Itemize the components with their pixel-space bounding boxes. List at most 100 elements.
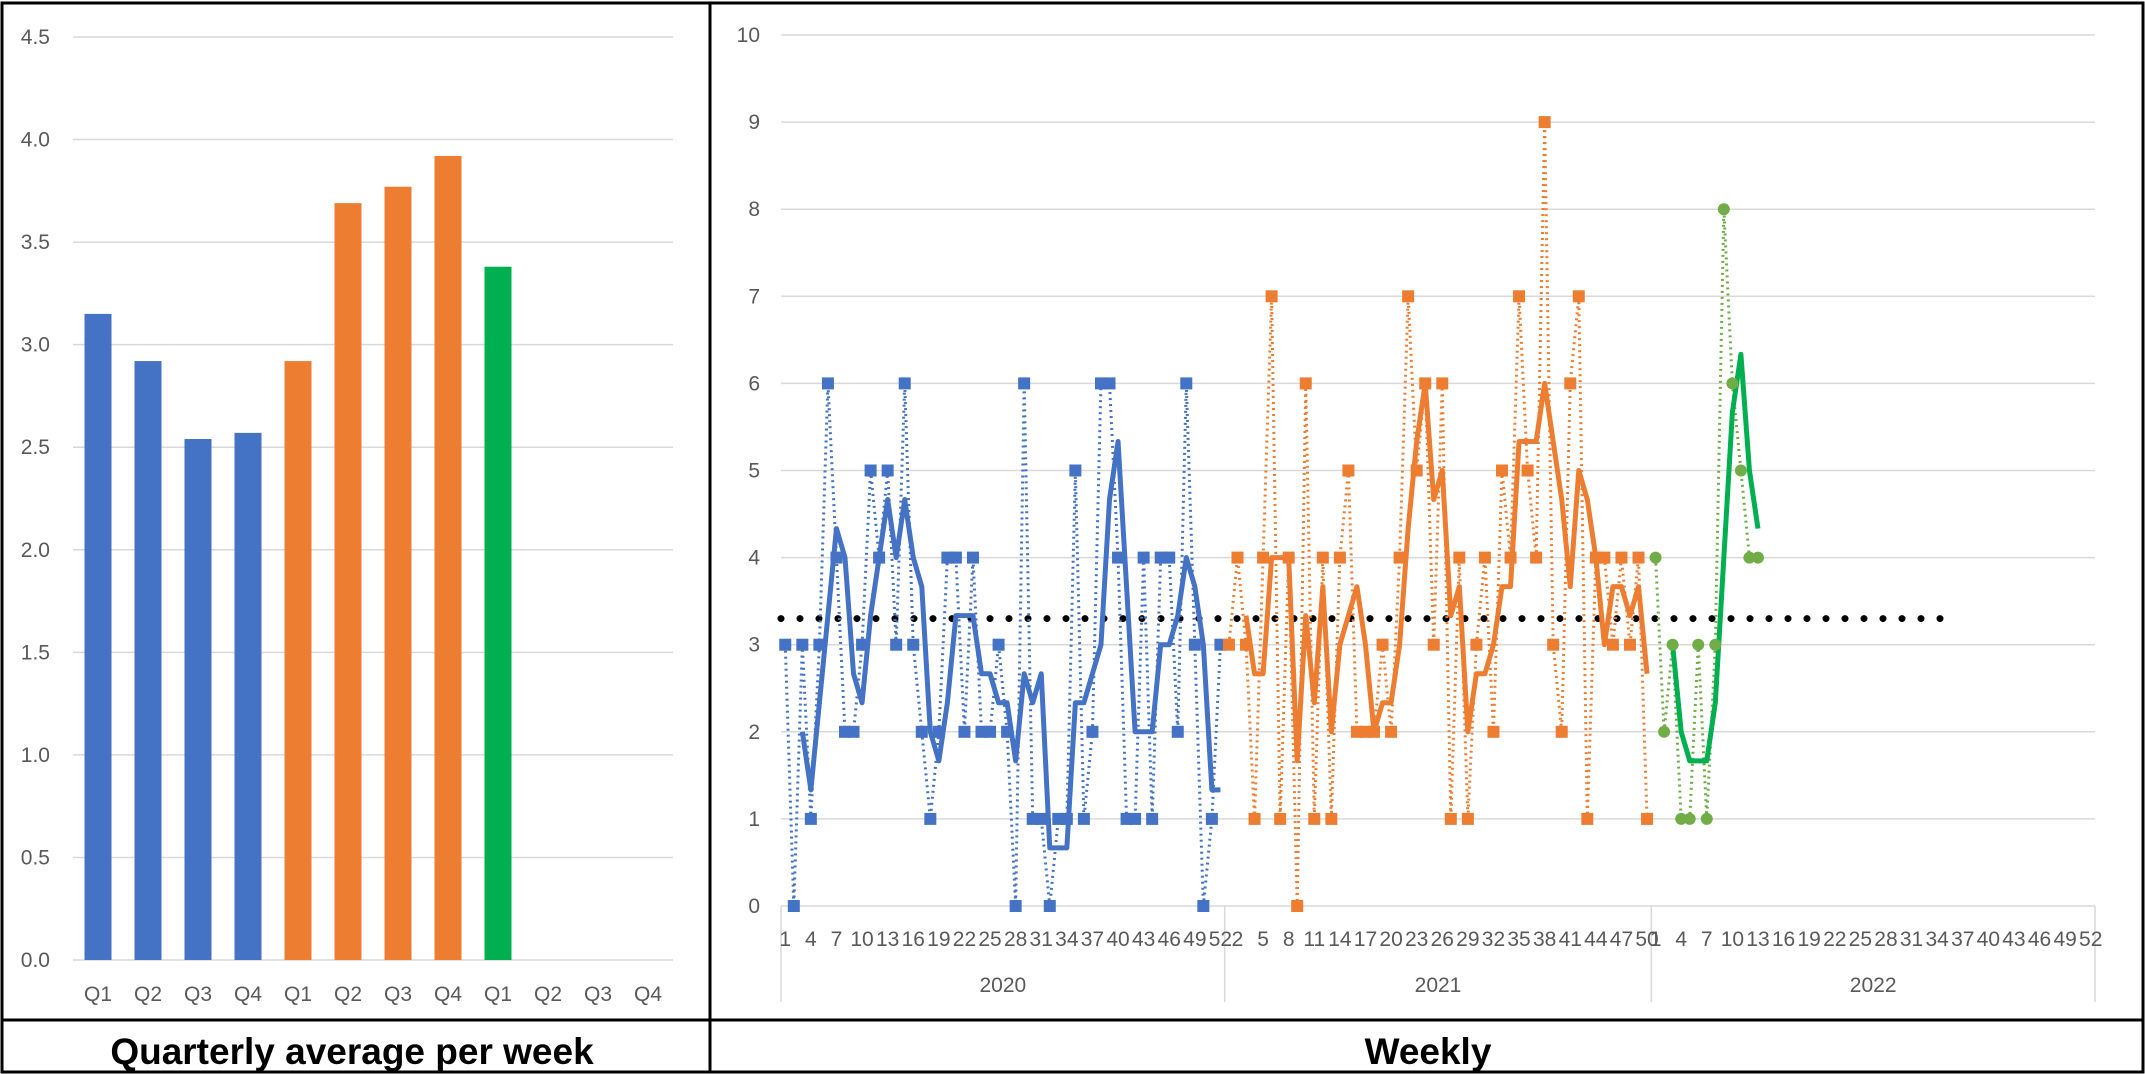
data-point xyxy=(1530,551,1543,564)
data-point xyxy=(1180,377,1193,390)
data-point xyxy=(1641,812,1654,825)
week-tick-label: 34 xyxy=(1925,928,1949,951)
data-point xyxy=(1615,551,1628,564)
bar xyxy=(84,313,112,960)
weekly-series-line xyxy=(1654,209,1758,821)
y-tick-label: 7 xyxy=(748,285,760,308)
y-tick-label: 2.0 xyxy=(21,539,50,562)
week-tick-label: 25 xyxy=(1849,928,1872,951)
y-tick-label: 4.5 xyxy=(21,26,50,49)
data-point xyxy=(1385,725,1398,738)
data-point xyxy=(1035,812,1048,825)
data-point xyxy=(1188,638,1201,651)
data-point xyxy=(1436,377,1449,390)
data-point xyxy=(1291,900,1304,912)
week-tick-label: 26 xyxy=(1431,928,1454,951)
data-point xyxy=(1393,551,1406,564)
data-point xyxy=(1683,812,1696,825)
data-point xyxy=(1461,812,1474,825)
data-point xyxy=(898,377,911,390)
x-tick-label: Q1 xyxy=(84,983,112,1006)
data-point xyxy=(1103,377,1116,390)
week-tick-label: 2 xyxy=(1232,928,1244,951)
data-point xyxy=(813,638,826,651)
week-tick-label: 19 xyxy=(927,928,950,951)
data-point xyxy=(1342,464,1355,477)
data-point xyxy=(1325,812,1338,825)
data-point xyxy=(821,377,834,390)
quarterly-bar-chart: 0.0 0.5 1.0 1.5 2.0 2.5 3.0 3.5 4.0 4.5 Q1 Q2 Q3 Q4 Q1… xyxy=(21,26,673,1006)
y-tick-label: 6 xyxy=(748,372,760,395)
data-point xyxy=(1146,812,1159,825)
week-tick-label: 14 xyxy=(1328,928,1352,951)
data-point xyxy=(992,638,1005,651)
data-point xyxy=(984,725,997,738)
bar xyxy=(434,155,462,960)
week-tick-label: 32 xyxy=(1482,928,1505,951)
week-tick-label: 10 xyxy=(1721,928,1744,951)
data-point xyxy=(1077,812,1090,825)
data-point xyxy=(915,725,928,738)
data-point xyxy=(1368,725,1381,738)
x-tick-label: Q3 xyxy=(184,983,212,1006)
y-tick-label: 10 xyxy=(737,24,760,47)
data-point xyxy=(830,551,843,564)
week-tick-label: 52 xyxy=(1209,928,1232,951)
data-point xyxy=(787,900,800,912)
week-tick-label: 5 xyxy=(1257,928,1269,951)
data-point xyxy=(1205,812,1218,825)
data-point xyxy=(847,725,860,738)
data-point xyxy=(1623,638,1636,651)
data-point xyxy=(1163,551,1176,564)
bar xyxy=(284,361,312,960)
data-point xyxy=(1009,900,1022,912)
data-point xyxy=(1231,551,1244,564)
weekly-series-line xyxy=(783,381,1222,907)
data-point xyxy=(1444,812,1457,825)
bar xyxy=(334,203,362,960)
data-point xyxy=(1692,638,1705,651)
data-point xyxy=(966,551,979,564)
week-tick-label: 44 xyxy=(1584,928,1608,951)
data-point xyxy=(1240,638,1253,651)
x-tick-label: Q3 xyxy=(384,983,412,1006)
y-tick-label: 0.5 xyxy=(21,846,50,869)
week-tick-label: 4 xyxy=(805,928,817,951)
data-point xyxy=(1001,725,1014,738)
week-tick-label: 31 xyxy=(1030,928,1053,951)
data-point xyxy=(856,638,869,651)
week-tick-label: 23 xyxy=(1405,928,1428,951)
x-tick-label: Q2 xyxy=(534,983,562,1006)
week-tick-label: 8 xyxy=(1283,928,1295,951)
y-tick-label: 1.5 xyxy=(21,641,50,664)
week-tick-label: 13 xyxy=(1746,928,1769,951)
data-point xyxy=(1427,638,1440,651)
week-tick-label: 35 xyxy=(1507,928,1530,951)
year-label: 2020 xyxy=(979,974,1026,997)
y-tick-label: 1.0 xyxy=(21,744,50,767)
data-point xyxy=(1043,900,1056,912)
bar xyxy=(234,432,262,960)
week-tick-label: 1 xyxy=(1650,928,1662,951)
y-tick-label: 9 xyxy=(748,111,760,134)
week-tick-label: 16 xyxy=(902,928,925,951)
week-tick-label: 43 xyxy=(1132,928,1155,951)
x-tick-label: Q2 xyxy=(334,983,362,1006)
data-point xyxy=(1538,116,1551,129)
data-point xyxy=(1555,725,1568,738)
y-tick-label: 8 xyxy=(748,198,760,221)
data-point xyxy=(1632,551,1645,564)
bar xyxy=(384,186,412,961)
data-point xyxy=(1402,290,1415,303)
y-tick-label: 4.0 xyxy=(21,129,50,152)
x-tick-label: Q4 xyxy=(634,983,662,1006)
data-point xyxy=(1751,551,1764,564)
y-tick-label: 3.5 xyxy=(21,231,50,254)
data-point xyxy=(1564,377,1577,390)
week-tick-label: 19 xyxy=(1797,928,1820,951)
x-tick-label: Q4 xyxy=(434,983,462,1006)
data-point xyxy=(1700,812,1713,825)
data-point xyxy=(1743,551,1756,564)
data-point xyxy=(1316,551,1329,564)
